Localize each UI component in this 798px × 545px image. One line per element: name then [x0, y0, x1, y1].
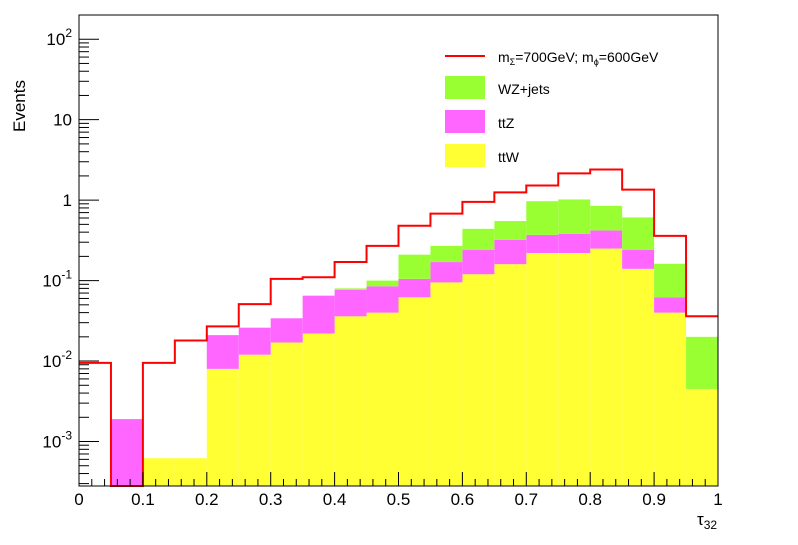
bar-wz-jets-10: [398, 254, 431, 279]
bar-ttw-7: [302, 333, 335, 486]
bar-wz-jets-19: [686, 336, 718, 389]
stacked-bars: [110, 199, 718, 486]
y-tick-label-exp: -2: [61, 348, 72, 362]
bar-ttz-9: [366, 286, 399, 313]
legend-ttw-swatch: [445, 144, 485, 167]
x-tick-label: 1: [713, 490, 722, 509]
y-tick-label-exp: -3: [61, 429, 72, 443]
y-tick-label: 10-1: [42, 268, 72, 291]
legend-ttz-swatch: [445, 110, 485, 133]
legend-signal-label: mΣ=700GeV; mϕ=600GeV: [498, 49, 659, 67]
bar-wz-jets-16: [590, 205, 623, 231]
x-tick-label: 0: [74, 490, 83, 509]
signal-line: [79, 168, 718, 487]
x-tick-label: 0.6: [451, 490, 475, 509]
y-tick-label: 10-3: [42, 429, 72, 452]
bar-wz-jets-9: [366, 280, 399, 287]
bar-ttz-6: [270, 318, 303, 343]
legend-ttz-label: ttZ: [498, 115, 515, 131]
legend-signal-part-3: ϕ: [594, 57, 599, 67]
x-axis-ticks: 0 0.1 0.2 0.3 0.4 0.5 0.6 0.7 0.8 0.9 1: [74, 472, 723, 509]
legend: mΣ=700GeV; mϕ=600GeV WZ+jets ttZ ttW: [445, 49, 659, 167]
y-tick-label-base: 10: [42, 272, 61, 291]
bar-ttz-1: [110, 419, 143, 486]
y-tick-label-base: 1: [63, 191, 72, 210]
x-axis-title-sub: 32: [704, 518, 718, 532]
legend-wzjets-label: WZ+jets: [498, 81, 550, 97]
y-tick-label-base: 10: [42, 352, 61, 371]
x-axis-title-main: τ: [697, 510, 704, 529]
y-tick-label: 10: [53, 111, 72, 130]
x-tick-label: 0.1: [131, 490, 155, 509]
x-tick-label: 0.4: [323, 490, 347, 509]
bar-ttw-5: [238, 354, 271, 486]
bar-wz-jets-15: [558, 199, 591, 234]
bar-ttz-14: [526, 234, 559, 254]
bar-ttz-5: [238, 327, 271, 355]
bar-ttw-15: [558, 253, 591, 486]
y-tick-label: 102: [46, 26, 72, 49]
x-tick-label: 0.5: [387, 490, 411, 509]
bar-wz-jets-17: [622, 217, 655, 251]
bar-ttw-19: [686, 388, 718, 486]
x-tick-label: 0.3: [259, 490, 283, 509]
bar-wz-jets-14: [526, 201, 559, 235]
bar-ttz-17: [622, 250, 655, 269]
legend-signal-part-1: Σ: [510, 57, 516, 67]
bar-ttz-12: [462, 250, 495, 275]
bar-ttw-14: [526, 253, 559, 486]
bar-ttz-8: [334, 289, 367, 317]
bar-ttz-4: [206, 335, 239, 369]
bar-ttw-4: [206, 368, 239, 486]
bar-ttw-8: [334, 316, 367, 486]
bar-wz-jets-13: [494, 221, 527, 240]
bar-ttw-10: [398, 297, 431, 486]
bar-ttw-18: [654, 312, 687, 486]
bar-ttw-13: [494, 264, 527, 486]
bar-ttw-9: [366, 312, 399, 486]
signal-step-path: [79, 168, 718, 487]
bar-ttz-13: [494, 239, 527, 265]
y-tick-label: 1: [63, 191, 72, 210]
bar-ttw-2: [142, 458, 175, 486]
bar-ttz-18: [654, 297, 687, 313]
y-tick-label-exp: 2: [65, 26, 72, 40]
bar-ttw-17: [622, 268, 655, 486]
bar-ttw-6: [270, 342, 303, 486]
legend-signal-part-4: =600GeV: [599, 49, 659, 65]
bar-wz-jets-11: [430, 245, 463, 263]
bar-ttw-16: [590, 248, 623, 486]
y-axis-title: Events: [10, 80, 29, 132]
y-tick-label-base: 10: [53, 111, 72, 130]
legend-signal-part-0: m: [498, 49, 510, 65]
bar-ttz-11: [430, 262, 463, 283]
bar-ttz-10: [398, 278, 431, 298]
legend-ttw-label: ttW: [498, 149, 520, 165]
bar-ttz-16: [590, 230, 623, 249]
x-tick-label: 0.9: [642, 490, 666, 509]
bar-ttw-12: [462, 274, 495, 486]
legend-signal-part-2: =700GeV; m: [515, 49, 593, 65]
bar-ttw-11: [430, 282, 463, 486]
bar-ttz-15: [558, 233, 591, 254]
legend-wzjets-swatch: [445, 76, 485, 99]
bar-ttz-7: [302, 295, 335, 334]
bar-ttw-3: [174, 458, 207, 486]
y-tick-label-base: 10: [42, 433, 61, 452]
y-tick-label-exp: -1: [61, 268, 72, 282]
x-tick-label: 0.7: [514, 490, 538, 509]
x-tick-label: 0.8: [578, 490, 602, 509]
x-axis-title: τ32: [697, 510, 717, 532]
x-tick-label: 0.2: [195, 490, 219, 509]
y-tick-label-base: 10: [46, 30, 65, 49]
bar-wz-jets-8: [334, 288, 367, 290]
y-tick-label: 10-2: [42, 348, 72, 371]
bar-wz-jets-18: [654, 263, 687, 298]
bar-wz-jets-12: [462, 228, 495, 251]
